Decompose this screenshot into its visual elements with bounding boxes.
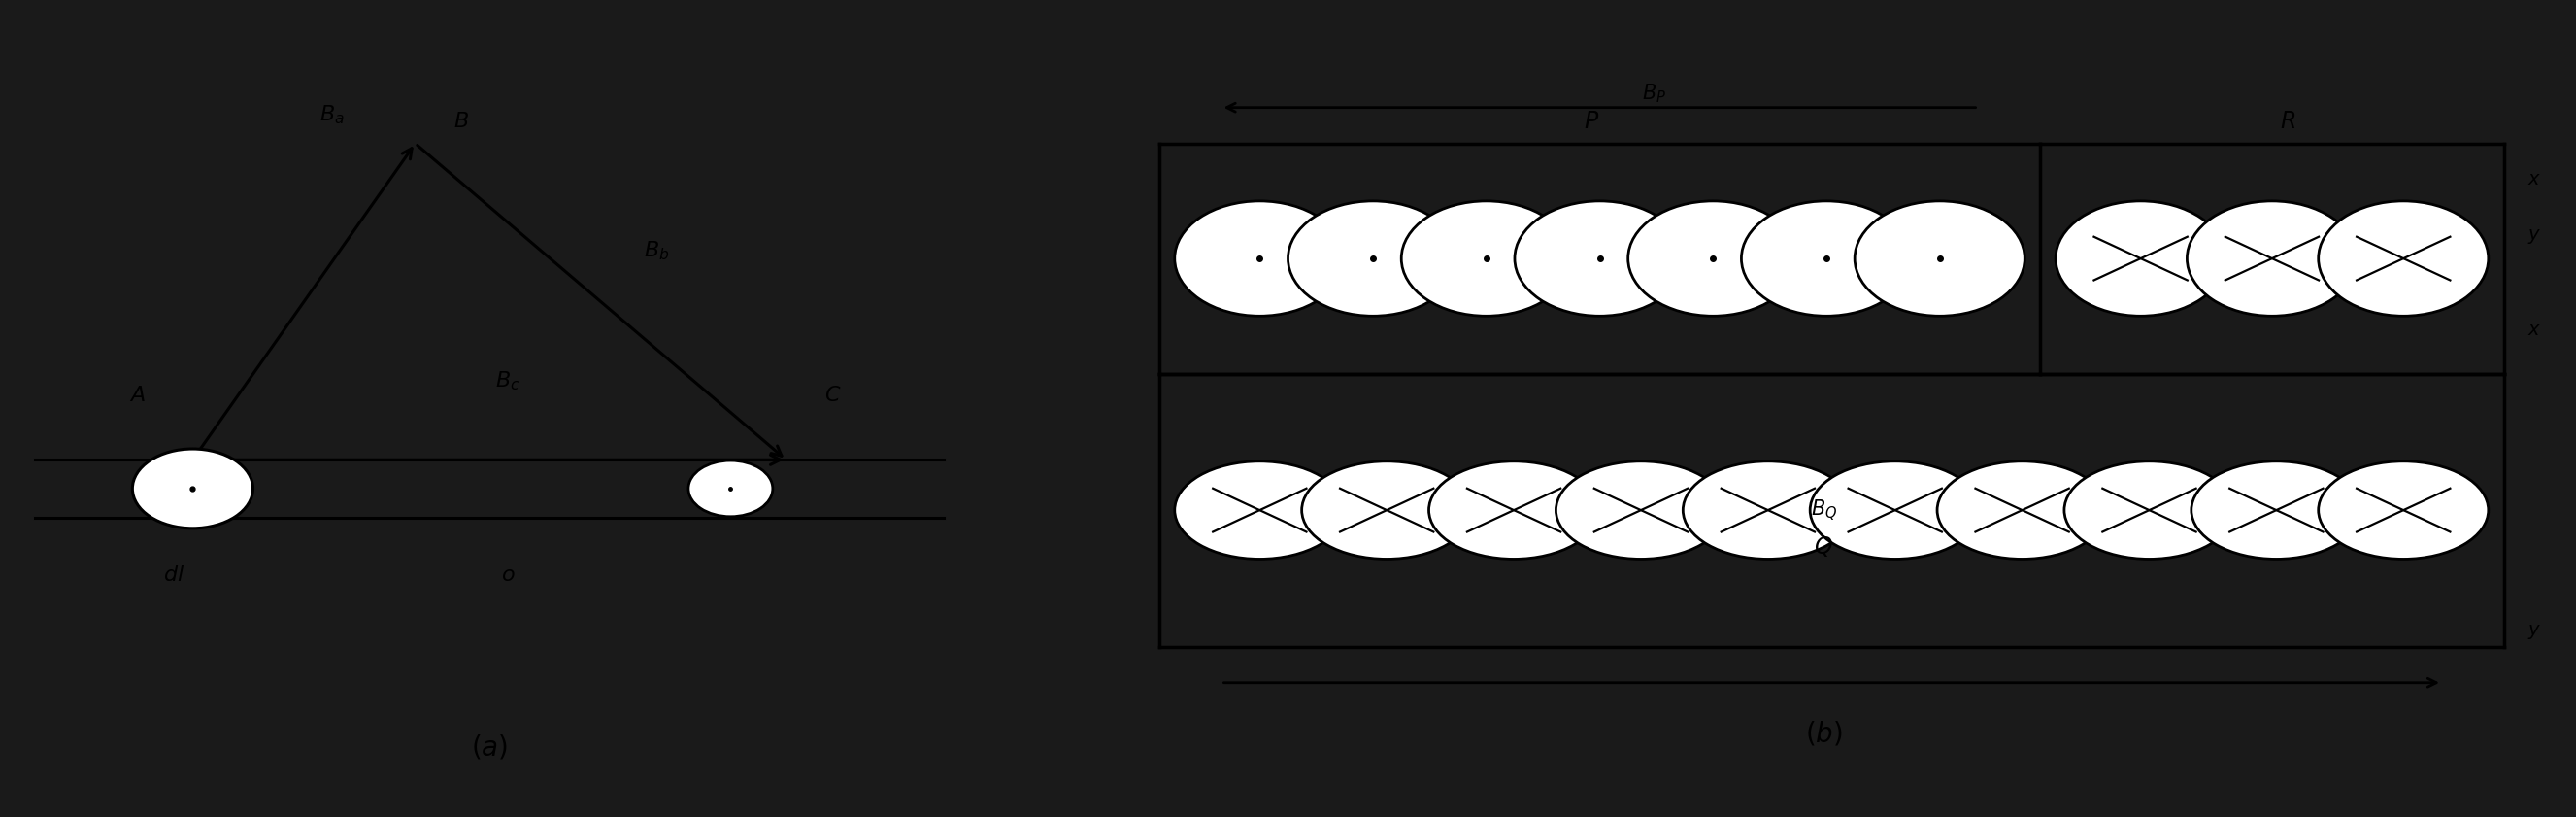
- Ellipse shape: [131, 449, 252, 529]
- Text: $B_P$: $B_P$: [1641, 82, 1667, 105]
- Text: $y$: $y$: [2527, 228, 2543, 246]
- Ellipse shape: [2056, 201, 2226, 316]
- Text: $x$: $x$: [2527, 171, 2543, 188]
- Text: $Q$: $Q$: [1814, 534, 1834, 558]
- Text: $C$: $C$: [824, 385, 840, 406]
- Ellipse shape: [1556, 462, 1726, 559]
- Text: $(b)$: $(b)$: [1806, 719, 1842, 747]
- Ellipse shape: [1628, 201, 1798, 316]
- Ellipse shape: [1515, 201, 1685, 316]
- Ellipse shape: [1288, 201, 1458, 316]
- Ellipse shape: [1401, 201, 1571, 316]
- Text: $A$: $A$: [129, 385, 144, 406]
- Ellipse shape: [1175, 201, 1345, 316]
- Ellipse shape: [2187, 201, 2357, 316]
- Ellipse shape: [1937, 462, 2107, 559]
- Text: $(a)$: $(a)$: [471, 734, 507, 761]
- Ellipse shape: [1301, 462, 1471, 559]
- Text: $y$: $y$: [2527, 623, 2543, 641]
- Ellipse shape: [1811, 462, 1981, 559]
- Ellipse shape: [688, 461, 773, 516]
- Ellipse shape: [1741, 201, 1911, 316]
- Ellipse shape: [2063, 462, 2233, 559]
- Text: $x$: $x$: [2527, 322, 2543, 339]
- Text: $o$: $o$: [500, 565, 515, 586]
- Ellipse shape: [1430, 462, 1600, 559]
- Text: $R$: $R$: [2280, 111, 2295, 133]
- Ellipse shape: [1855, 201, 2025, 316]
- Ellipse shape: [1682, 462, 1852, 559]
- Ellipse shape: [2318, 201, 2488, 316]
- Text: $P$: $P$: [1584, 111, 1600, 133]
- Text: $dl$: $dl$: [162, 565, 185, 586]
- Ellipse shape: [2192, 462, 2362, 559]
- Text: $B_c$: $B_c$: [495, 369, 520, 392]
- Ellipse shape: [2318, 462, 2488, 559]
- Text: $B_b$: $B_b$: [644, 240, 670, 263]
- Ellipse shape: [1175, 462, 1345, 559]
- Text: $B$: $B$: [453, 111, 469, 132]
- Text: $B_Q$: $B_Q$: [1811, 498, 1837, 523]
- Text: $B_a$: $B_a$: [319, 103, 345, 126]
